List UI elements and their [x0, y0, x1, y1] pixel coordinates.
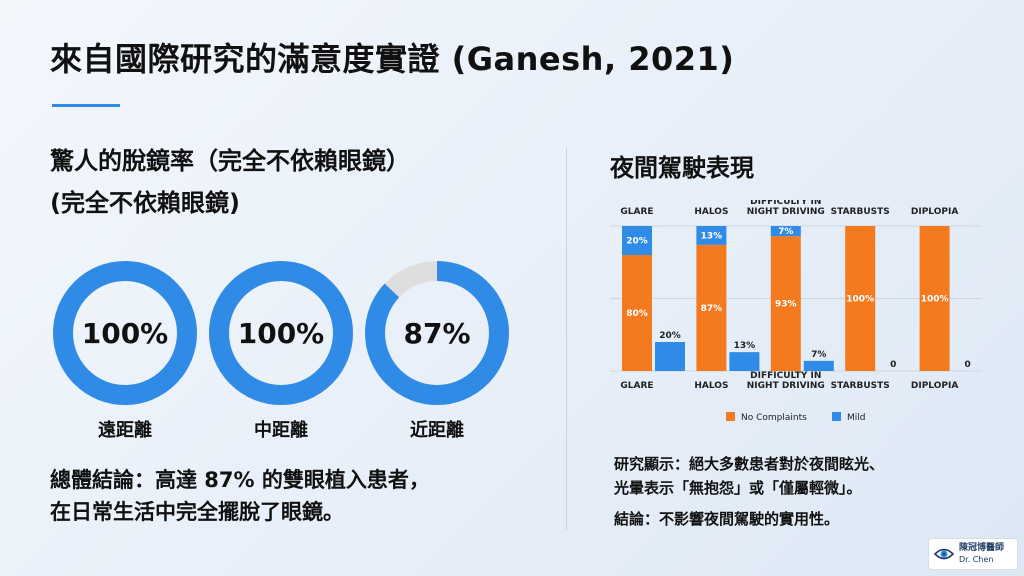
donut-far-svg — [53, 261, 197, 405]
bar-stacked-mild — [622, 226, 652, 255]
left-heading-line2: (完全不依賴眼鏡) — [50, 189, 240, 217]
category-label: DIFFICULTY IN — [750, 371, 821, 381]
stacked-mild-label: 7% — [778, 227, 793, 237]
donut-mid-label: 中距離 — [254, 420, 308, 441]
page-title: 來自國際研究的滿意度實證 (Ganesh, 2021) — [50, 40, 735, 78]
finding-conclusion: 結論：不影響夜間駕駛的實用性。 — [614, 510, 840, 528]
legend-swatch-no-complaints — [726, 412, 735, 421]
top-label: NIGHT DRIVING — [747, 207, 825, 217]
conclusion-line1: 總體結論：高達 87% 的雙眼植入患者， — [50, 468, 430, 492]
bar-no-complaints — [770, 236, 801, 371]
title-underline — [52, 104, 120, 107]
category-label: GLARE — [620, 381, 653, 391]
top-label: DIPLOPIA — [911, 207, 958, 217]
stacked-mild-label: 13% — [701, 231, 723, 241]
conclusion-line2: 在日常生活中完全擺脫了眼鏡。 — [50, 500, 344, 524]
donut-far: 100% — [50, 258, 200, 408]
top-label: STARBUSTS — [831, 207, 890, 217]
logo-name-cn: 陳冠博醫師 — [959, 543, 1005, 553]
bar-no-complaints — [919, 226, 950, 371]
left-heading-line1: 驚人的脫鏡率（完全不依賴眼鏡） — [50, 147, 410, 175]
right-heading: 夜間駕駛表現 — [610, 154, 754, 182]
donut-near-label: 近距離 — [410, 420, 464, 441]
eye-icon — [933, 548, 955, 560]
donut-near-arc — [365, 261, 509, 405]
no-complaints-label: 80% — [626, 309, 648, 319]
mild-label: 0 — [964, 360, 970, 370]
column-divider — [566, 148, 567, 530]
legend-label-no-complaints: No Complaints — [741, 413, 807, 423]
legend-swatch-mild — [832, 412, 841, 421]
category-label: NIGHT DRIVING — [747, 381, 825, 391]
donut-near-value: 87% — [403, 316, 471, 350]
category-label: HALOS — [694, 381, 728, 391]
logo-text: 陳冠博醫師 Dr. Chen — [959, 543, 1004, 565]
donut-mid: 100% — [206, 258, 356, 408]
bar-stacked-mild — [696, 226, 727, 245]
finding-line2: 光暈表示「無抱怨」或「僅屬輕微」。 — [614, 479, 862, 497]
no-complaints-label: 87% — [701, 304, 723, 314]
donut-far-value: 100% — [81, 316, 169, 350]
top-label: DIFFICULTY IN — [750, 200, 821, 207]
finding: 研究顯示：絕大多數患者對於夜間眩光、 光暈表示「無抱怨」或「僅屬輕微」。 — [614, 452, 884, 500]
mild-label: 7% — [811, 350, 826, 360]
top-label: HALOS — [694, 207, 728, 217]
legend-label-mild: Mild — [847, 413, 865, 423]
donut-near-svg — [365, 261, 509, 405]
mild-label: 13% — [734, 341, 756, 351]
donut-mid-value: 100% — [237, 316, 325, 350]
category-label: DIPLOPIA — [911, 381, 958, 391]
mild-label: 0 — [890, 360, 896, 370]
donut-mid-svg — [209, 261, 353, 405]
stacked-mild-label: 20% — [626, 237, 648, 247]
donut-near: 87% — [362, 258, 512, 408]
bar-mild — [803, 360, 834, 371]
donut-far-arc — [53, 261, 197, 405]
left-heading: 驚人的脫鏡率（完全不依賴眼鏡） (完全不依賴眼鏡) — [50, 140, 410, 224]
mild-label: 20% — [659, 331, 681, 341]
no-complaints-label: 100% — [846, 295, 874, 305]
no-complaints-label: 93% — [775, 300, 797, 310]
donut-mid-arc — [209, 261, 353, 405]
no-complaints-label: 100% — [921, 295, 949, 305]
bar-no-complaints — [696, 244, 727, 371]
doctor-logo: 陳冠博醫師 Dr. Chen — [928, 538, 1018, 570]
night-driving-chart: GLARE 20% 80% 20% GLARE HALOS 13% 87% 13% HALOS DI… — [610, 200, 982, 423]
bar-mild — [729, 352, 760, 371]
finding-line1: 研究顯示：絕大多數患者對於夜間眩光、 — [614, 455, 885, 473]
top-label: GLARE — [620, 207, 653, 217]
bar-no-complaints — [845, 226, 876, 371]
category-label: STARBUSTS — [831, 381, 890, 391]
donut-far-label: 遠距離 — [98, 420, 152, 441]
logo-name-en: Dr. Chen — [959, 555, 994, 564]
bar-no-complaints — [622, 255, 652, 371]
bar-mild — [655, 342, 685, 371]
conclusion: 總體結論：高達 87% 的雙眼植入患者， 在日常生活中完全擺脫了眼鏡。 — [50, 464, 430, 528]
bar-stacked-mild — [770, 226, 801, 237]
